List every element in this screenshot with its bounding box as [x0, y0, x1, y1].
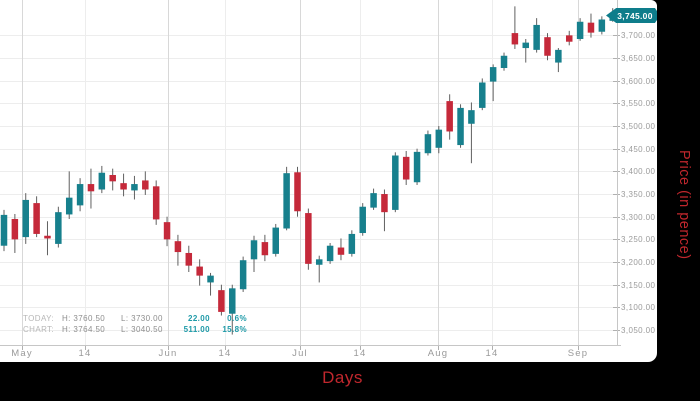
x-axis-title: Days: [322, 368, 363, 387]
y-tick-label: 3,650.00: [621, 54, 656, 64]
stats-chart-pct: 15.8%: [222, 325, 247, 334]
y-tick-label: 3,250.00: [621, 235, 656, 245]
stats-today-change: 22.00: [187, 314, 210, 323]
y-tick-label: 3,200.00: [621, 258, 656, 268]
y-axis-title: Price (in pence): [676, 149, 692, 260]
stats-today-low: L: 3730.00: [121, 314, 163, 323]
last-price-tag: 3,745.00: [606, 8, 657, 23]
x-tick-label: 14: [218, 348, 232, 359]
x-tick-label: Jun: [158, 348, 178, 359]
x-tick-label: Jul: [292, 348, 308, 359]
x-tick-label: Aug: [427, 348, 449, 359]
stats-chart-change: 511.00: [183, 325, 210, 334]
x-tick-label: Sep: [567, 348, 589, 359]
chart-panel: 3,700.00 3,650.00 3,600.00 3,550.00 3,500.00…: [0, 0, 657, 362]
stats-chart-low: L: 3040.50: [121, 325, 163, 334]
stats-today-pct: 0.6%: [227, 314, 247, 323]
stats-today-high: H: 3760.50: [62, 314, 106, 323]
y-tick-label: 3,300.00: [621, 212, 656, 222]
x-tick-label: 14: [78, 348, 92, 359]
x-tick-label: May: [11, 348, 33, 359]
stats-chart-high: H: 3764.50: [62, 325, 106, 334]
y-tick-label: 3,550.00: [621, 99, 656, 109]
y-tick-label: 3,150.00: [621, 280, 656, 290]
x-tick-label: 14: [353, 348, 367, 359]
x-tick-label: 14: [485, 348, 499, 359]
stats-today-label: TODAY:: [23, 314, 55, 323]
y-tick-label: 3,450.00: [621, 144, 656, 154]
stats-chart-label: CHART:: [23, 325, 55, 334]
last-price-value: 3,745.00: [617, 10, 653, 21]
y-tick-label: 3,100.00: [621, 303, 656, 313]
y-tick-label: 3,700.00: [621, 31, 656, 41]
y-tick-label: 3,350.00: [621, 190, 656, 200]
y-tick-label: 3,600.00: [621, 76, 656, 86]
candlestick-chart[interactable]: [0, 0, 657, 362]
stats-panel: TODAY: H: 3760.50 L: 3730.00 22.00 0.6% …: [23, 314, 247, 335]
y-tick-label: 3,050.00: [621, 326, 656, 336]
y-tick-label: 3,500.00: [621, 122, 656, 132]
y-tick-label: 3,400.00: [621, 167, 656, 177]
